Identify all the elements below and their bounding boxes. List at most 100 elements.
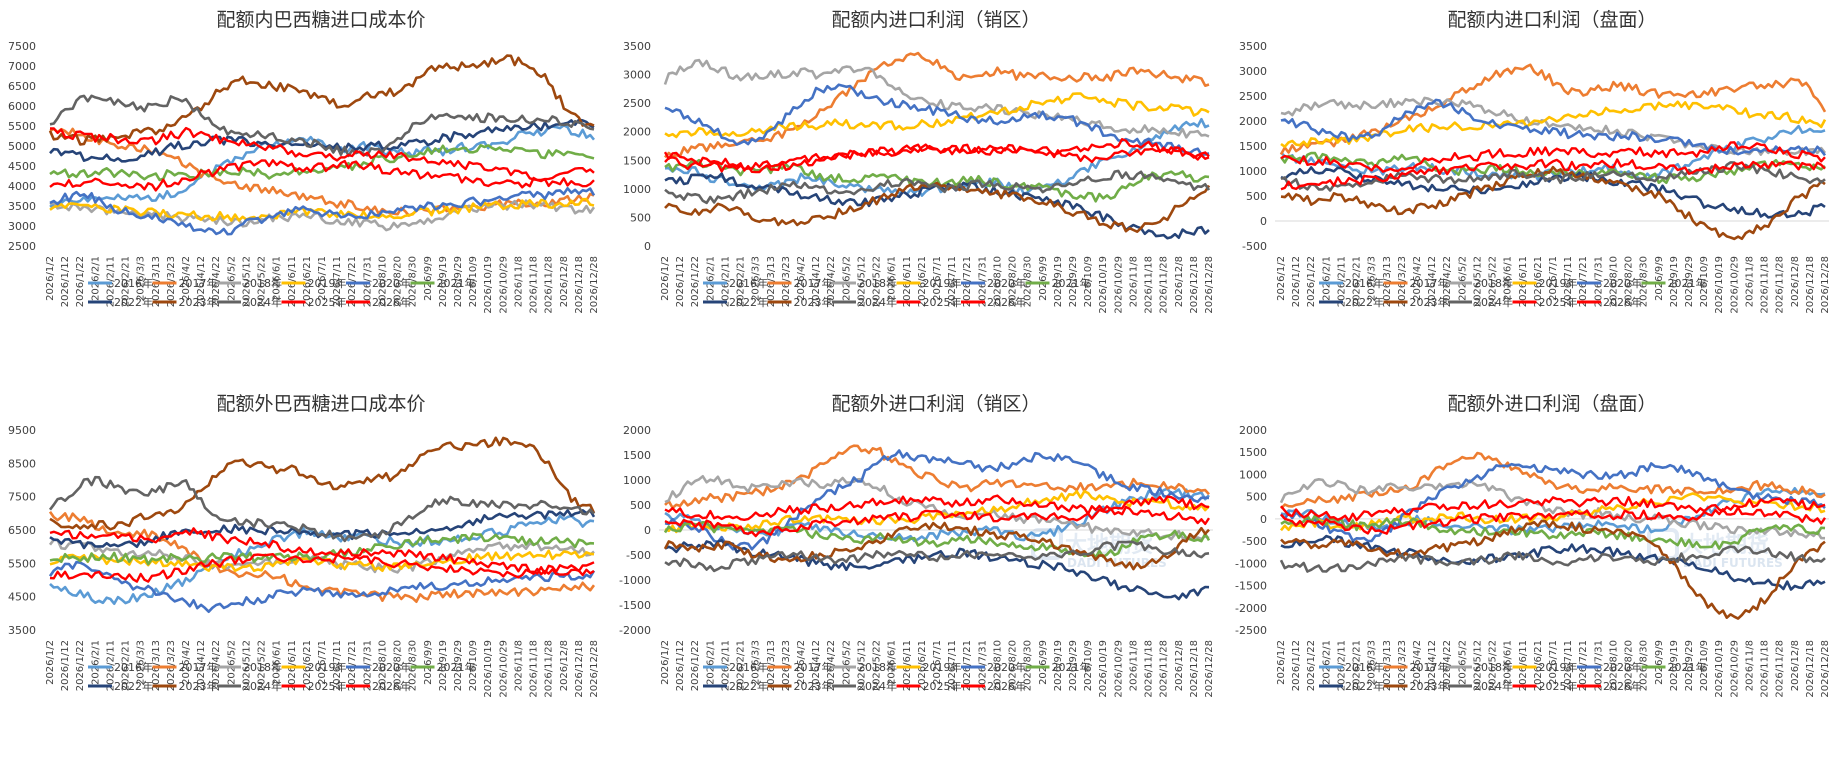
x-tick-label: 2026/3/3 — [1367, 640, 1378, 685]
series-line-2020 — [664, 449, 1210, 551]
x-tick-label: 2026/4/22 — [211, 256, 222, 307]
chart-panel-4: 配额外巴西糖进口成本价 3500 4500 5500 6500 7500 8500 9500 2… — [0, 384, 615, 768]
legend-label-2016: 2016年 — [1345, 276, 1384, 290]
x-tick-label: 2026/11/8 — [1744, 256, 1755, 307]
chart-svg-3: 配额内进口利润（盘面） -500 0 500 1000 1500 2000 2500 3000 3… — [1239, 9, 1831, 314]
x-tick-label: 2026/1/22 — [75, 256, 86, 307]
x-tick-label: 2026/10/29 — [1113, 640, 1124, 698]
series-line-2026 — [49, 552, 595, 583]
chart-panel-3: 配额内进口利润（盘面） -500 0 500 1000 1500 2000 2500 3000 3… — [1231, 0, 1846, 384]
x-tick-label: 2026/6/1 — [1503, 640, 1514, 685]
x-tick-label: 2026/9/29 — [453, 256, 464, 307]
series-line-2019 — [664, 490, 1210, 534]
x-tick-label: 2026/8/10 — [1608, 640, 1619, 691]
chart-svg-6: 配额外进口利润（盘面） -2500 -2000 -1500 -1000 -500 0 500 1… — [1235, 393, 1831, 698]
x-tick-label: 2026/8/10 — [377, 256, 388, 307]
x-tick-label: 2026/6/21 — [302, 256, 313, 307]
x-tick-label: 2026/8/20 — [393, 256, 404, 307]
legend-label-2026: 2026年 — [987, 295, 1026, 309]
x-tick-label: 2026/12/18 — [1805, 640, 1816, 698]
x-tick-label: 2026/6/1 — [887, 640, 898, 685]
x-tick-label: 2026/2/21 — [736, 256, 747, 307]
legend-label-2026: 2026年 — [1603, 295, 1642, 309]
legend-label-2026: 2026年 — [372, 679, 411, 693]
legend-label-2018: 2018年 — [243, 660, 282, 674]
y-tick-label: 3000 — [1239, 65, 1267, 78]
series-line-2026 — [664, 143, 1210, 173]
legend-label-2016: 2016年 — [114, 660, 153, 674]
x-tick-label: 2026/10/9 — [1083, 640, 1094, 691]
legend-label-2022: 2022年 — [729, 679, 768, 693]
x-tick-label: 2026/2/1 — [705, 640, 716, 685]
x-tick-label: 2026/10/19 — [483, 256, 494, 314]
legend-label-2024: 2024年 — [858, 679, 897, 693]
x-tick-label: 2026/1/2 — [660, 640, 671, 685]
x-tick-label: 2026/6/21 — [1533, 256, 1544, 307]
x-tick-label: 2026/11/28 — [1159, 256, 1170, 314]
x-tick-label: 2026/11/8 — [1128, 256, 1139, 307]
series-line-2024 — [664, 540, 1210, 573]
chart-title: 配额内巴西糖进口成本价 — [216, 9, 425, 31]
legend-label-2025: 2025年 — [923, 679, 962, 693]
y-tick-label: 2000 — [623, 126, 651, 139]
x-tick-label: 2026/10/29 — [498, 640, 509, 698]
y-tick-label: 2500 — [1239, 90, 1267, 103]
legend-label-2020: 2020年 — [987, 660, 1026, 674]
series-line-2021 — [663, 521, 1211, 559]
y-tick-label: 5500 — [8, 557, 36, 570]
legend-label-2016: 2016年 — [729, 660, 768, 674]
x-tick-label: 2026/9/19 — [1669, 256, 1680, 307]
y-tick-label: 2500 — [623, 97, 651, 110]
x-tick-label: 2026/4/12 — [811, 256, 822, 307]
x-tick-label: 2026/6/1 — [272, 640, 283, 685]
x-tick-label: 2026/1/22 — [75, 640, 86, 691]
series-line-2026 — [1280, 158, 1826, 191]
x-tick-label: 2026/1/2 — [660, 256, 671, 301]
x-tick-label: 2026/11/18 — [1760, 256, 1771, 314]
legend-label-2025: 2025年 — [308, 679, 347, 693]
y-tick-label: 0 — [644, 524, 651, 537]
series-line-2026 — [1280, 495, 1826, 523]
series-line-2025 — [664, 505, 1211, 538]
legend-label-2017: 2017年 — [1410, 660, 1449, 674]
x-tick-label: 2026/3/3 — [1367, 256, 1378, 301]
x-tick-label: 2026/1/22 — [1306, 640, 1317, 691]
series-line-2019 — [664, 92, 1210, 139]
x-tick-label: 2026/12/8 — [1174, 640, 1185, 691]
x-tick-label: 2026/9/19 — [1053, 640, 1064, 691]
series-line-2018 — [48, 538, 595, 574]
x-tick-label: 2026/10/19 — [1098, 640, 1109, 698]
x-tick-label: 2026/9/9 — [423, 256, 434, 301]
x-tick-label: 2026/12/18 — [1189, 256, 1200, 314]
y-tick-label: 1500 — [1239, 446, 1267, 459]
y-tick-label: 3000 — [8, 220, 36, 233]
legend-label-2019: 2019年 — [308, 276, 347, 290]
legend-label-2024: 2024年 — [1474, 295, 1513, 309]
watermark-en: DADI FUTURES — [1683, 556, 1783, 570]
x-tick-label: 2026/2/1 — [90, 256, 101, 301]
legend-label-2026: 2026年 — [372, 295, 411, 309]
legend-label-2023: 2023年 — [179, 295, 218, 309]
x-tick-label: 2026/11/28 — [1775, 256, 1786, 314]
legend-label-2016: 2016年 — [1345, 660, 1384, 674]
legend-label-2019: 2019年 — [923, 660, 962, 674]
x-tick-label: 2026/7/1 — [317, 256, 328, 301]
legend-label-2021: 2021年 — [1668, 660, 1707, 674]
legend-label-2020: 2020年 — [987, 276, 1026, 290]
x-tick-label: 2026/4/12 — [811, 640, 822, 691]
legend-label-2023: 2023年 — [1410, 295, 1449, 309]
x-tick-label: 2026/8/10 — [992, 256, 1003, 307]
x-tick-label: 2026/4/2 — [1412, 640, 1423, 685]
x-tick-label: 2026/4/2 — [181, 256, 192, 301]
x-tick-label: 2026/2/21 — [1352, 640, 1363, 691]
y-tick-label: 2500 — [8, 240, 36, 253]
legend-label-2020: 2020年 — [1603, 660, 1642, 674]
legend-label-2025: 2025年 — [308, 295, 347, 309]
y-tick-label: -1000 — [1235, 557, 1267, 570]
x-tick-label: 2026/6/21 — [917, 640, 928, 691]
series-line-2023 — [663, 521, 1210, 571]
x-tick-label: 2026/9/9 — [1038, 640, 1049, 685]
x-tick-label: 2026/3/3 — [136, 256, 147, 301]
x-tick-label: 2026/7/11 — [1563, 256, 1574, 307]
x-tick-label: 2026/1/2 — [45, 640, 56, 685]
